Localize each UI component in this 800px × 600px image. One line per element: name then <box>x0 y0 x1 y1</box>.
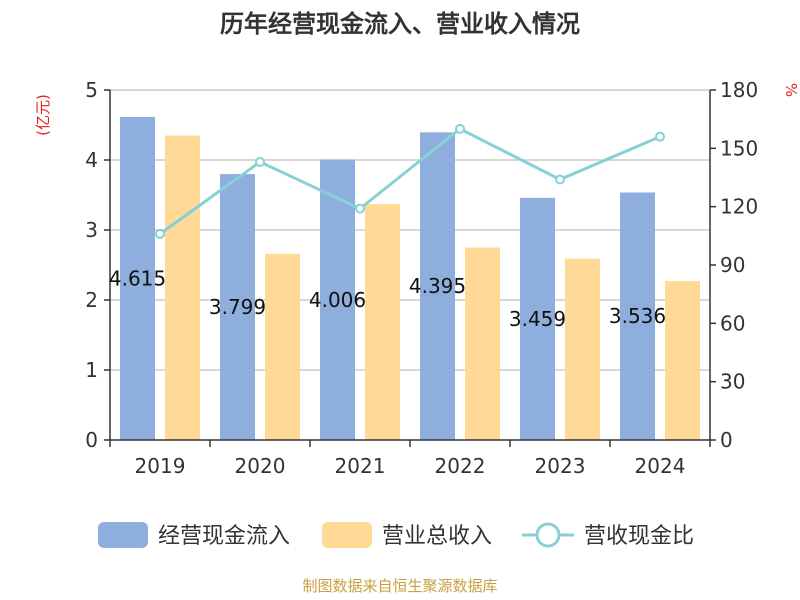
data-label-cash-inflow: 3.536 <box>609 304 666 328</box>
y-right-tick-label: 90 <box>720 253 745 277</box>
y-left-tick-label: 2 <box>85 288 98 312</box>
ratio-point <box>555 174 565 185</box>
y-right-tick-label: 0 <box>720 428 733 452</box>
ratio-point <box>255 156 265 167</box>
data-label-cash-inflow: 3.799 <box>209 295 266 319</box>
legend-swatch <box>98 522 148 548</box>
y-right-tick-label: 30 <box>720 370 745 394</box>
bar-revenue <box>665 281 700 440</box>
ratio-point <box>355 203 365 214</box>
gridlines <box>110 89 710 371</box>
legend-item-0[interactable]: 经营现金流入 <box>98 522 290 549</box>
y-right-unit-label: % <box>782 83 800 97</box>
x-tick-label: 2023 <box>535 454 586 478</box>
legend-label: 营业总收入 <box>382 524 492 549</box>
y-right-tick-label: 180 <box>720 78 758 102</box>
data-label-cash-inflow: 4.615 <box>109 266 166 290</box>
y-left-tick-label: 1 <box>85 358 98 382</box>
bar-revenue <box>265 253 300 440</box>
bar-cash-inflow <box>220 174 255 440</box>
legend-label: 经营现金流入 <box>158 524 290 549</box>
y-left-tick-label: 4 <box>85 148 98 172</box>
y-left-tick-label: 5 <box>85 78 98 102</box>
bar-cash-inflow <box>420 132 455 440</box>
legend-marker <box>535 522 561 548</box>
x-tick-label: 2024 <box>635 454 686 478</box>
x-tick-label: 2019 <box>135 454 186 478</box>
ratio-line-path <box>159 127 661 236</box>
source-note: 制图数据来自恒生聚源数据库 <box>302 577 497 595</box>
axes: 0 1 2 3 4 5 0 30 60 90 120 150 180 2019 2020 2021 2022 20… <box>85 78 758 478</box>
bar-revenue <box>565 258 600 440</box>
y-right-tick-label: 150 <box>720 136 758 160</box>
bar-revenue <box>465 247 500 440</box>
data-labels: 4.615 3.799 4.006 4.395 3.459 3.536 <box>109 266 666 330</box>
y-right-tick-label: 60 <box>720 311 745 335</box>
y-left-tick-label: 0 <box>85 428 98 452</box>
data-label-cash-inflow: 4.006 <box>309 288 366 312</box>
bar-revenue <box>165 135 200 440</box>
legend-label: 营收现金比 <box>584 524 694 549</box>
x-tick-label: 2022 <box>435 454 486 478</box>
y-left-tick-label: 3 <box>85 218 98 242</box>
ratio-point <box>655 131 665 142</box>
bar-cash-inflow <box>320 159 355 440</box>
legend: 经营现金流入 营业总收入 营收现金比 <box>98 522 694 549</box>
chart-title: 历年经营现金流入、营业收入情况 <box>220 10 580 38</box>
ratio-point <box>155 228 165 239</box>
bar-revenue <box>365 204 400 440</box>
data-label-cash-inflow: 4.395 <box>409 274 466 298</box>
y-left-unit-label: (亿元) <box>34 94 52 136</box>
y-right-tick-label: 120 <box>720 195 758 219</box>
legend-item-1[interactable]: 营业总收入 <box>322 522 492 549</box>
bar-cash-inflow <box>520 197 555 440</box>
x-tick-label: 2021 <box>335 454 386 478</box>
ratio-point <box>455 123 465 134</box>
legend-swatch <box>322 522 372 548</box>
bars <box>120 116 700 440</box>
data-label-cash-inflow: 3.459 <box>509 307 566 331</box>
ratio-line <box>155 123 665 239</box>
x-tick-label: 2020 <box>235 454 286 478</box>
bar-cash-inflow <box>620 192 655 440</box>
bar-cash-inflow <box>120 116 155 440</box>
legend-item-2[interactable]: 营收现金比 <box>522 522 694 549</box>
